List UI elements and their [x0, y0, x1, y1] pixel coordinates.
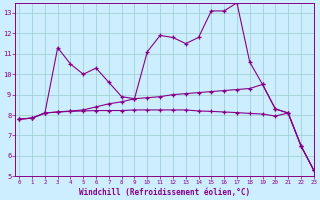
X-axis label: Windchill (Refroidissement éolien,°C): Windchill (Refroidissement éolien,°C) [79, 188, 250, 197]
